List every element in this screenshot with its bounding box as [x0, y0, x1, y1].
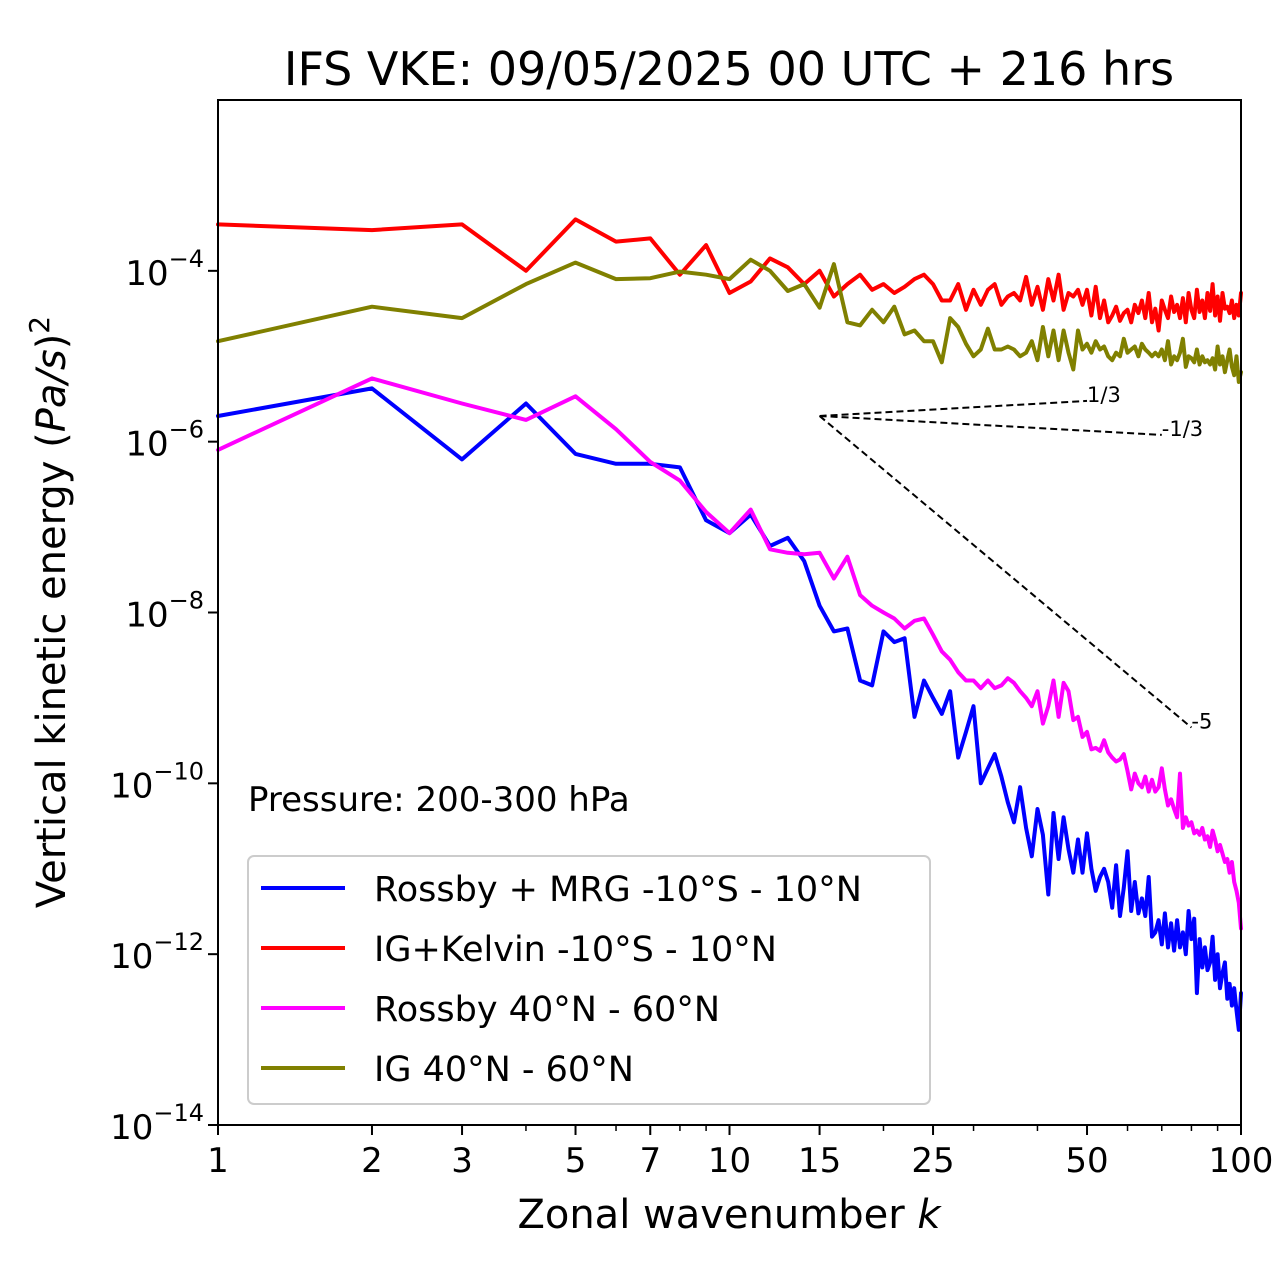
slope-label: -1/3 [1162, 417, 1203, 441]
slope-label: 1/3 [1087, 383, 1121, 407]
y-tick-label: 10−14 [110, 1099, 204, 1148]
series-line-3 [216, 376, 1243, 931]
x-tick-label: 3 [451, 1141, 473, 1181]
series-line-1 [216, 386, 1243, 1032]
series-line-4 [216, 257, 1243, 384]
x-tick-label: 5 [565, 1141, 587, 1181]
slope-line [819, 399, 1088, 417]
y-tick-label: 10−4 [125, 245, 204, 294]
legend-label: IG 40°N - 60°N [374, 1050, 634, 1090]
x-tick-label: 100 [1209, 1141, 1274, 1181]
y-axis-label: Vertical kinetic energy (Pa/s)2 [23, 316, 76, 908]
legend: Rossby + MRG -10°S - 10°N IG+Kelvin -10°S… [247, 855, 931, 1105]
x-tick-label: 2 [361, 1141, 383, 1181]
x-tick-label: 50 [1065, 1141, 1108, 1181]
x-tick-label: 10 [708, 1141, 751, 1181]
series-line-2 [216, 217, 1243, 333]
slope-line [818, 415, 1193, 729]
slope-line [819, 414, 1162, 436]
y-tick-label: 10−8 [125, 587, 204, 636]
y-tick-label: 10−10 [110, 757, 204, 806]
x-tick-label: 7 [639, 1141, 661, 1181]
legend-label: Rossby + MRG -10°S - 10°N [374, 870, 862, 910]
slope-label: -5 [1191, 710, 1212, 734]
slope-lines-group: 1/3 -1/3 -5 [818, 383, 1212, 734]
legend-label: IG+Kelvin -10°S - 10°N [374, 930, 777, 970]
pressure-annotation: Pressure: 200-300 hPa [248, 780, 630, 820]
y-tick-label: 10−12 [110, 928, 204, 977]
legend-label: Rossby 40°N - 60°N [374, 990, 720, 1030]
x-tick-label: 15 [798, 1141, 841, 1181]
series-group [216, 217, 1243, 1032]
chart-title: IFS VKE: 09/05/2025 00 UTC + 216 hrs [284, 42, 1174, 96]
legend-box [247, 855, 931, 1105]
axes-group: 1 2 3 5 7 10 15 25 50 100 10−14 10−12 10−10 10−8 10−6 1… [110, 245, 1273, 1181]
y-tick-label: 10−6 [125, 416, 204, 465]
x-tick-label: 25 [911, 1141, 954, 1181]
plot-frame [217, 99, 1242, 1126]
x-tick-label: 1 [207, 1141, 229, 1181]
x-axis-label: Zonal wavenumber k [517, 1192, 942, 1238]
